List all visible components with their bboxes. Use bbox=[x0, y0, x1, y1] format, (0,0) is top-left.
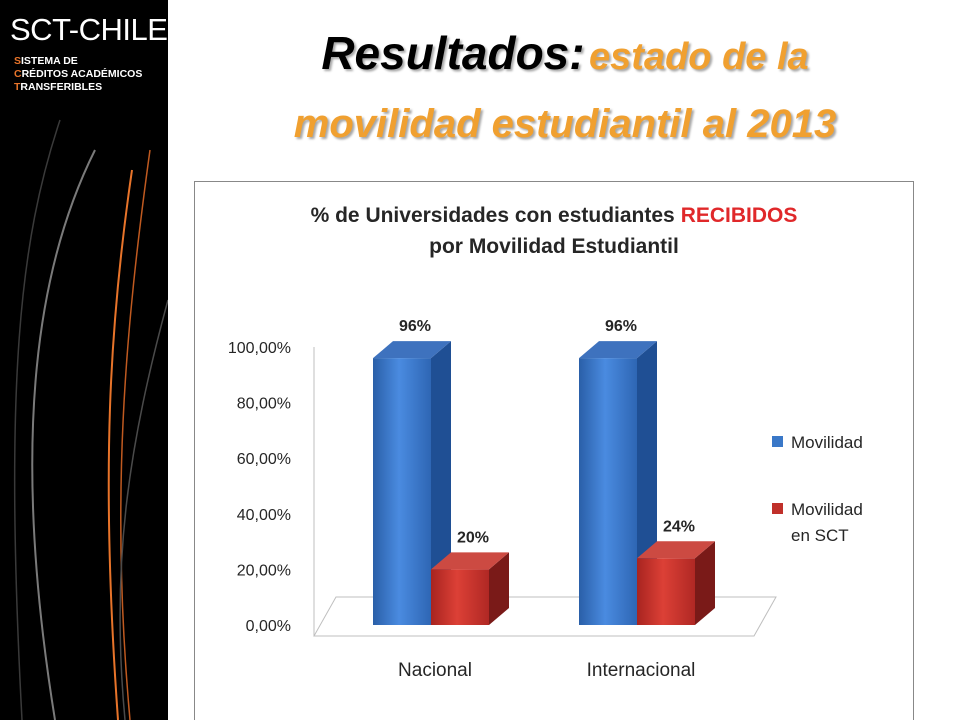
slide-title-line2: movilidad estudiantil al 2013 bbox=[293, 102, 837, 146]
bar-side bbox=[489, 552, 509, 625]
slide-title: Resultados: estado de la bbox=[170, 30, 960, 76]
legend: Movilidad Movilidad en SCT bbox=[772, 433, 863, 545]
decorative-curves bbox=[13, 119, 168, 720]
legend-label: Movilidad bbox=[791, 433, 863, 452]
slide-title-bold: Resultados: bbox=[321, 27, 585, 79]
category-label: Internacional bbox=[587, 660, 696, 681]
bar bbox=[431, 552, 509, 625]
bar-front bbox=[579, 358, 637, 625]
y-axis: 0,00% 20,00% 40,00% 60,00% 80,00% 100,00% bbox=[228, 340, 315, 636]
data-label: 96% bbox=[605, 318, 637, 335]
bar-top bbox=[431, 552, 509, 570]
bar bbox=[373, 341, 451, 625]
chart-title-highlight: RECIBIDOS bbox=[681, 204, 798, 227]
y-tick-label: 60,00% bbox=[237, 451, 291, 468]
data-labels: 96% 20% 96% 24% bbox=[399, 318, 695, 546]
data-label: 20% bbox=[457, 529, 489, 546]
y-tick-label: 80,00% bbox=[237, 396, 291, 413]
bar-chart: % de Universidades con estudiantes RECIBI… bbox=[228, 204, 863, 681]
category-label: Nacional bbox=[398, 660, 472, 681]
legend-swatch bbox=[772, 503, 783, 514]
x-axis-labels: Nacional Internacional bbox=[398, 660, 695, 681]
y-tick-label: 100,00% bbox=[228, 340, 291, 357]
bar bbox=[637, 541, 715, 625]
chart-frame: % de Universidades con estudiantes RECIBI… bbox=[194, 181, 914, 720]
bar-front bbox=[431, 569, 489, 625]
bar-front bbox=[373, 358, 431, 625]
data-label: 24% bbox=[663, 518, 695, 535]
y-tick-label: 20,00% bbox=[237, 562, 291, 579]
chart-title-text: % de Universidades con estudiantes bbox=[311, 204, 675, 227]
bar-side bbox=[695, 541, 715, 625]
bar-top bbox=[373, 341, 451, 359]
data-label: 96% bbox=[399, 318, 431, 335]
bars bbox=[373, 341, 715, 625]
logo-wordmark: SCT-CHILE bbox=[10, 12, 168, 47]
logo-line-2: CRÉDITOS ACADÉMICOS bbox=[14, 68, 143, 80]
logo-line-3: TRANSFERIBLES bbox=[14, 81, 103, 93]
sidebar-panel: SCT-CHILE SISTEMA DE CRÉDITOS ACADÉMICOS… bbox=[0, 0, 168, 720]
y-tick-label: 0,00% bbox=[246, 618, 291, 635]
legend-item: Movilidad en SCT bbox=[772, 500, 863, 545]
y-tick-label: 40,00% bbox=[237, 507, 291, 524]
chart-title-line2: por Movilidad Estudiantil bbox=[429, 235, 679, 258]
bar-top bbox=[637, 541, 715, 559]
legend-item: Movilidad bbox=[772, 433, 863, 452]
chart-title-line1: % de Universidades con estudiantes RECIBI… bbox=[311, 204, 798, 227]
slide-title-orange: estado de la bbox=[589, 36, 809, 78]
logo-line-1: SISTEMA DE bbox=[14, 55, 78, 67]
bar-side bbox=[431, 341, 451, 625]
legend-label: en SCT bbox=[791, 526, 849, 545]
legend-label: Movilidad bbox=[791, 500, 863, 519]
bar-top bbox=[579, 341, 657, 359]
legend-swatch bbox=[772, 436, 783, 447]
bar-front bbox=[637, 558, 695, 625]
